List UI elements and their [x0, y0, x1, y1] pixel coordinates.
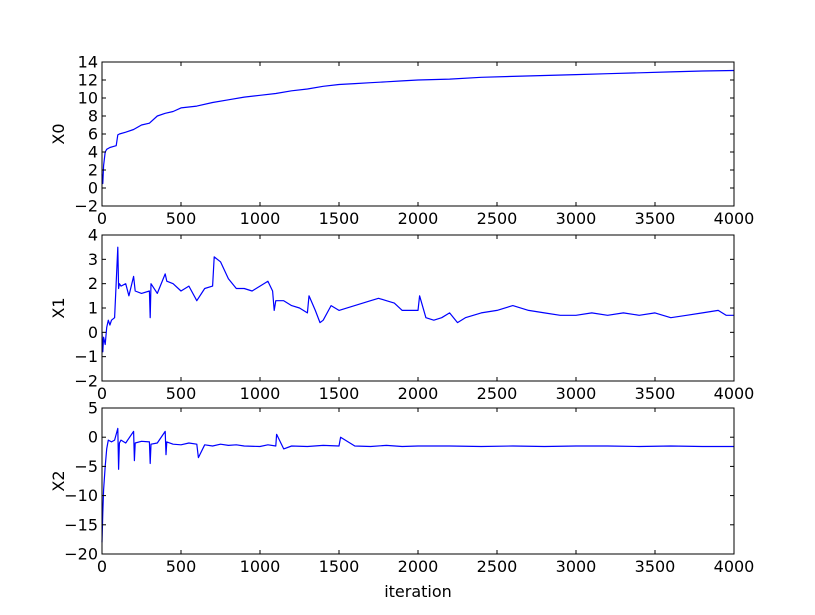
y-tick-label: 0 — [88, 323, 98, 342]
x-tick-label: 0 — [97, 209, 107, 228]
plot-frame — [101, 407, 735, 555]
plot-frame — [101, 61, 735, 207]
y-tick-label: 6 — [88, 125, 98, 144]
y-tick-label: 4 — [88, 226, 98, 245]
y-tick-label: −2 — [74, 372, 98, 391]
series-line-1-1 — [101, 69, 735, 185]
x-tick-label: 500 — [166, 384, 197, 403]
y-tick-label: 0 — [88, 428, 98, 447]
y-axis-label: X1 — [49, 297, 68, 318]
x-tick-label: 2000 — [398, 209, 439, 228]
x-tick-label: 3000 — [556, 557, 597, 576]
y-tick-label: −15 — [64, 515, 98, 534]
x-tick-label: 1500 — [319, 384, 360, 403]
x-tick-label: 1500 — [319, 557, 360, 576]
series-line-3-1 — [101, 427, 734, 543]
x-tick-label: 500 — [166, 557, 197, 576]
x-tick-label: 1000 — [240, 557, 281, 576]
x-tick-label: 1000 — [240, 209, 281, 228]
x-tick-label: 1000 — [240, 384, 281, 403]
x-tick-label: 500 — [166, 209, 197, 228]
y-tick-label: 14 — [78, 53, 98, 72]
y-tick-label: −10 — [64, 486, 98, 505]
y-tick-label: −1 — [74, 347, 98, 366]
y-tick-label: −20 — [64, 545, 98, 564]
x-tick-label: 3500 — [635, 557, 676, 576]
series-line-2-1 — [101, 246, 734, 353]
y-tick-label: 3 — [88, 250, 98, 269]
x-tick-label: 3500 — [635, 384, 676, 403]
y-axis-label: X2 — [49, 470, 68, 491]
y-tick-label: 0 — [88, 179, 98, 198]
x-tick-label: 2500 — [477, 209, 518, 228]
panel-1: 0 500 1000 1500 2000 2500 3000 3500 4000−2024681… — [49, 53, 754, 229]
y-tick-label: −5 — [74, 457, 98, 476]
x-tick-label: 4000 — [714, 384, 755, 403]
panel-2: 0 500 1000 1500 2000 2500 3000 3500 4000 −2 −1 0 1 2 3… — [49, 226, 754, 404]
x-tick-label: 2000 — [398, 557, 439, 576]
x-tick-label: 0 — [97, 384, 107, 403]
x-tick-label: 1500 — [319, 209, 360, 228]
y-tick-label: 4 — [88, 143, 98, 162]
y-tick-label: 5 — [88, 399, 98, 418]
x-tick-label: 3000 — [556, 209, 597, 228]
x-tick-label: 4000 — [714, 209, 755, 228]
x-tick-label: 3500 — [635, 209, 676, 228]
y-tick-label: −2 — [74, 197, 98, 216]
y-tick-label: 10 — [78, 89, 98, 108]
y-tick-label: 2 — [88, 274, 98, 293]
x-tick-label: 0 — [97, 557, 107, 576]
panel-3: 0 500 1000 1500 2000 2500 3000 3500 4000 −20 −15 −1… — [49, 399, 754, 602]
y-axis-label: X0 — [49, 123, 68, 144]
y-tick-label: 2 — [88, 161, 98, 180]
y-tick-label: 12 — [78, 71, 98, 90]
x-tick-label: 2500 — [477, 384, 518, 403]
x-tick-label: 4000 — [714, 557, 755, 576]
x-tick-label: 2500 — [477, 557, 518, 576]
y-tick-label: 1 — [88, 299, 98, 318]
y-tick-label: 8 — [88, 107, 98, 126]
x-tick-label: 2000 — [398, 384, 439, 403]
x-axis-label: iteration — [384, 582, 452, 601]
x-tick-label: 3000 — [556, 384, 597, 403]
